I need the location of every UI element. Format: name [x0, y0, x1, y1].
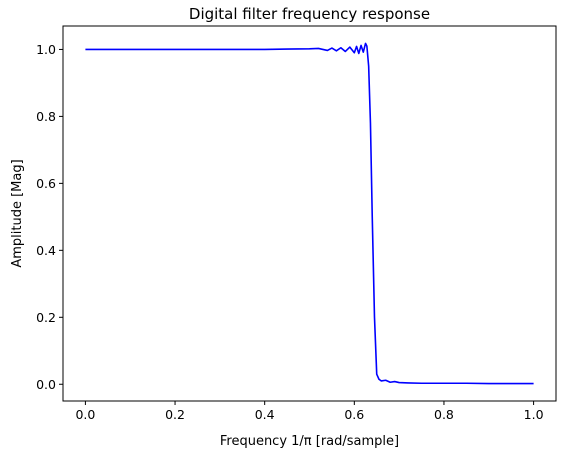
x-tick-label: 0.0	[75, 407, 95, 422]
y-tick-label: 0.8	[36, 109, 56, 124]
y-axis-label: Amplitude [Mag]	[10, 159, 25, 267]
chart-title: Digital filter frequency response	[189, 5, 430, 23]
x-tick-label: 0.2	[165, 407, 185, 422]
x-tick-label: 0.8	[434, 407, 454, 422]
response-line	[85, 42, 534, 385]
y-tick-label: 0.0	[36, 377, 56, 392]
x-tick-label: 0.6	[344, 407, 364, 422]
ticks-layer: 0.0 0.2 0.4 0.6 0.8 1.0 0.0 0.2 0.4 0.6 0.8 1.0	[36, 42, 543, 422]
x-axis-label: Frequency 1/π [rad/sample]	[220, 434, 399, 449]
line-layer	[85, 42, 534, 385]
plot-frame	[62, 25, 557, 402]
x-tick-label: 1.0	[524, 407, 544, 422]
y-tick-label: 0.2	[36, 310, 56, 325]
y-tick-label: 0.4	[36, 243, 56, 258]
y-tick-label: 1.0	[36, 42, 56, 57]
x-tick-label: 0.4	[255, 407, 275, 422]
y-tick-label: 0.6	[36, 176, 56, 191]
